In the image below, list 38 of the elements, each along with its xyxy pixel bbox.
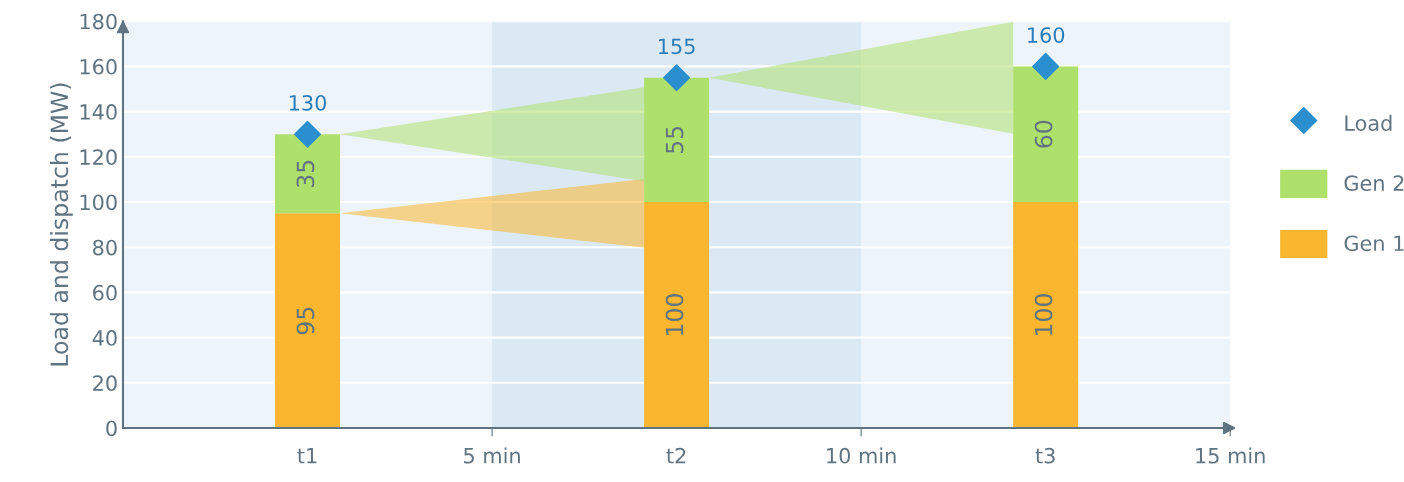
data-label: 100 xyxy=(1034,294,1053,335)
bar xyxy=(1013,202,1079,429)
y-axis-title: Load and dispatch (MW) xyxy=(49,83,73,366)
bar xyxy=(275,213,340,429)
x-tick-label: 15 min xyxy=(1196,447,1265,464)
x-tick-label: t1 xyxy=(297,448,317,464)
y-tick-label: 40 xyxy=(92,330,117,346)
legend-label: Gen 2 xyxy=(1344,175,1404,192)
x-tick-label: t2 xyxy=(666,447,686,464)
bar xyxy=(1013,66,1079,203)
bar xyxy=(644,77,710,203)
x-tick-label: t3 xyxy=(1035,447,1055,464)
legend-label: Gen 1 xyxy=(1344,235,1404,252)
y-tick-label: 180 xyxy=(80,13,117,30)
point xyxy=(1032,52,1060,80)
data-label: 100 xyxy=(665,294,684,335)
data-label: 160 xyxy=(1028,27,1065,43)
point xyxy=(294,120,322,148)
x-tick-label: 10 min xyxy=(827,447,896,464)
legend-label: Load xyxy=(1345,114,1392,131)
y-tick-label: 160 xyxy=(80,58,117,75)
data-label: 95 xyxy=(296,307,315,335)
data-label: 55 xyxy=(665,126,684,154)
y-tick-label: 140 xyxy=(80,104,117,120)
point xyxy=(663,64,691,92)
y-tick-label: 80 xyxy=(93,239,117,256)
data-label: 60 xyxy=(1034,120,1053,148)
data-label: 130 xyxy=(289,94,327,111)
bar xyxy=(644,202,710,429)
y-tick-label: 60 xyxy=(93,284,117,301)
data-label: 35 xyxy=(296,160,315,187)
y-tick-label: 20 xyxy=(93,375,117,392)
y-tick-label: 100 xyxy=(80,194,117,211)
bar xyxy=(275,134,340,214)
data-label: 155 xyxy=(658,38,695,55)
y-tick-label: 120 xyxy=(80,149,117,166)
x-tick-label: 5 min xyxy=(464,447,520,464)
y-tick-label: 0 xyxy=(106,420,117,437)
